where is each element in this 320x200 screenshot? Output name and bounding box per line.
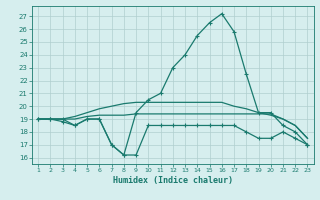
X-axis label: Humidex (Indice chaleur): Humidex (Indice chaleur): [113, 176, 233, 185]
